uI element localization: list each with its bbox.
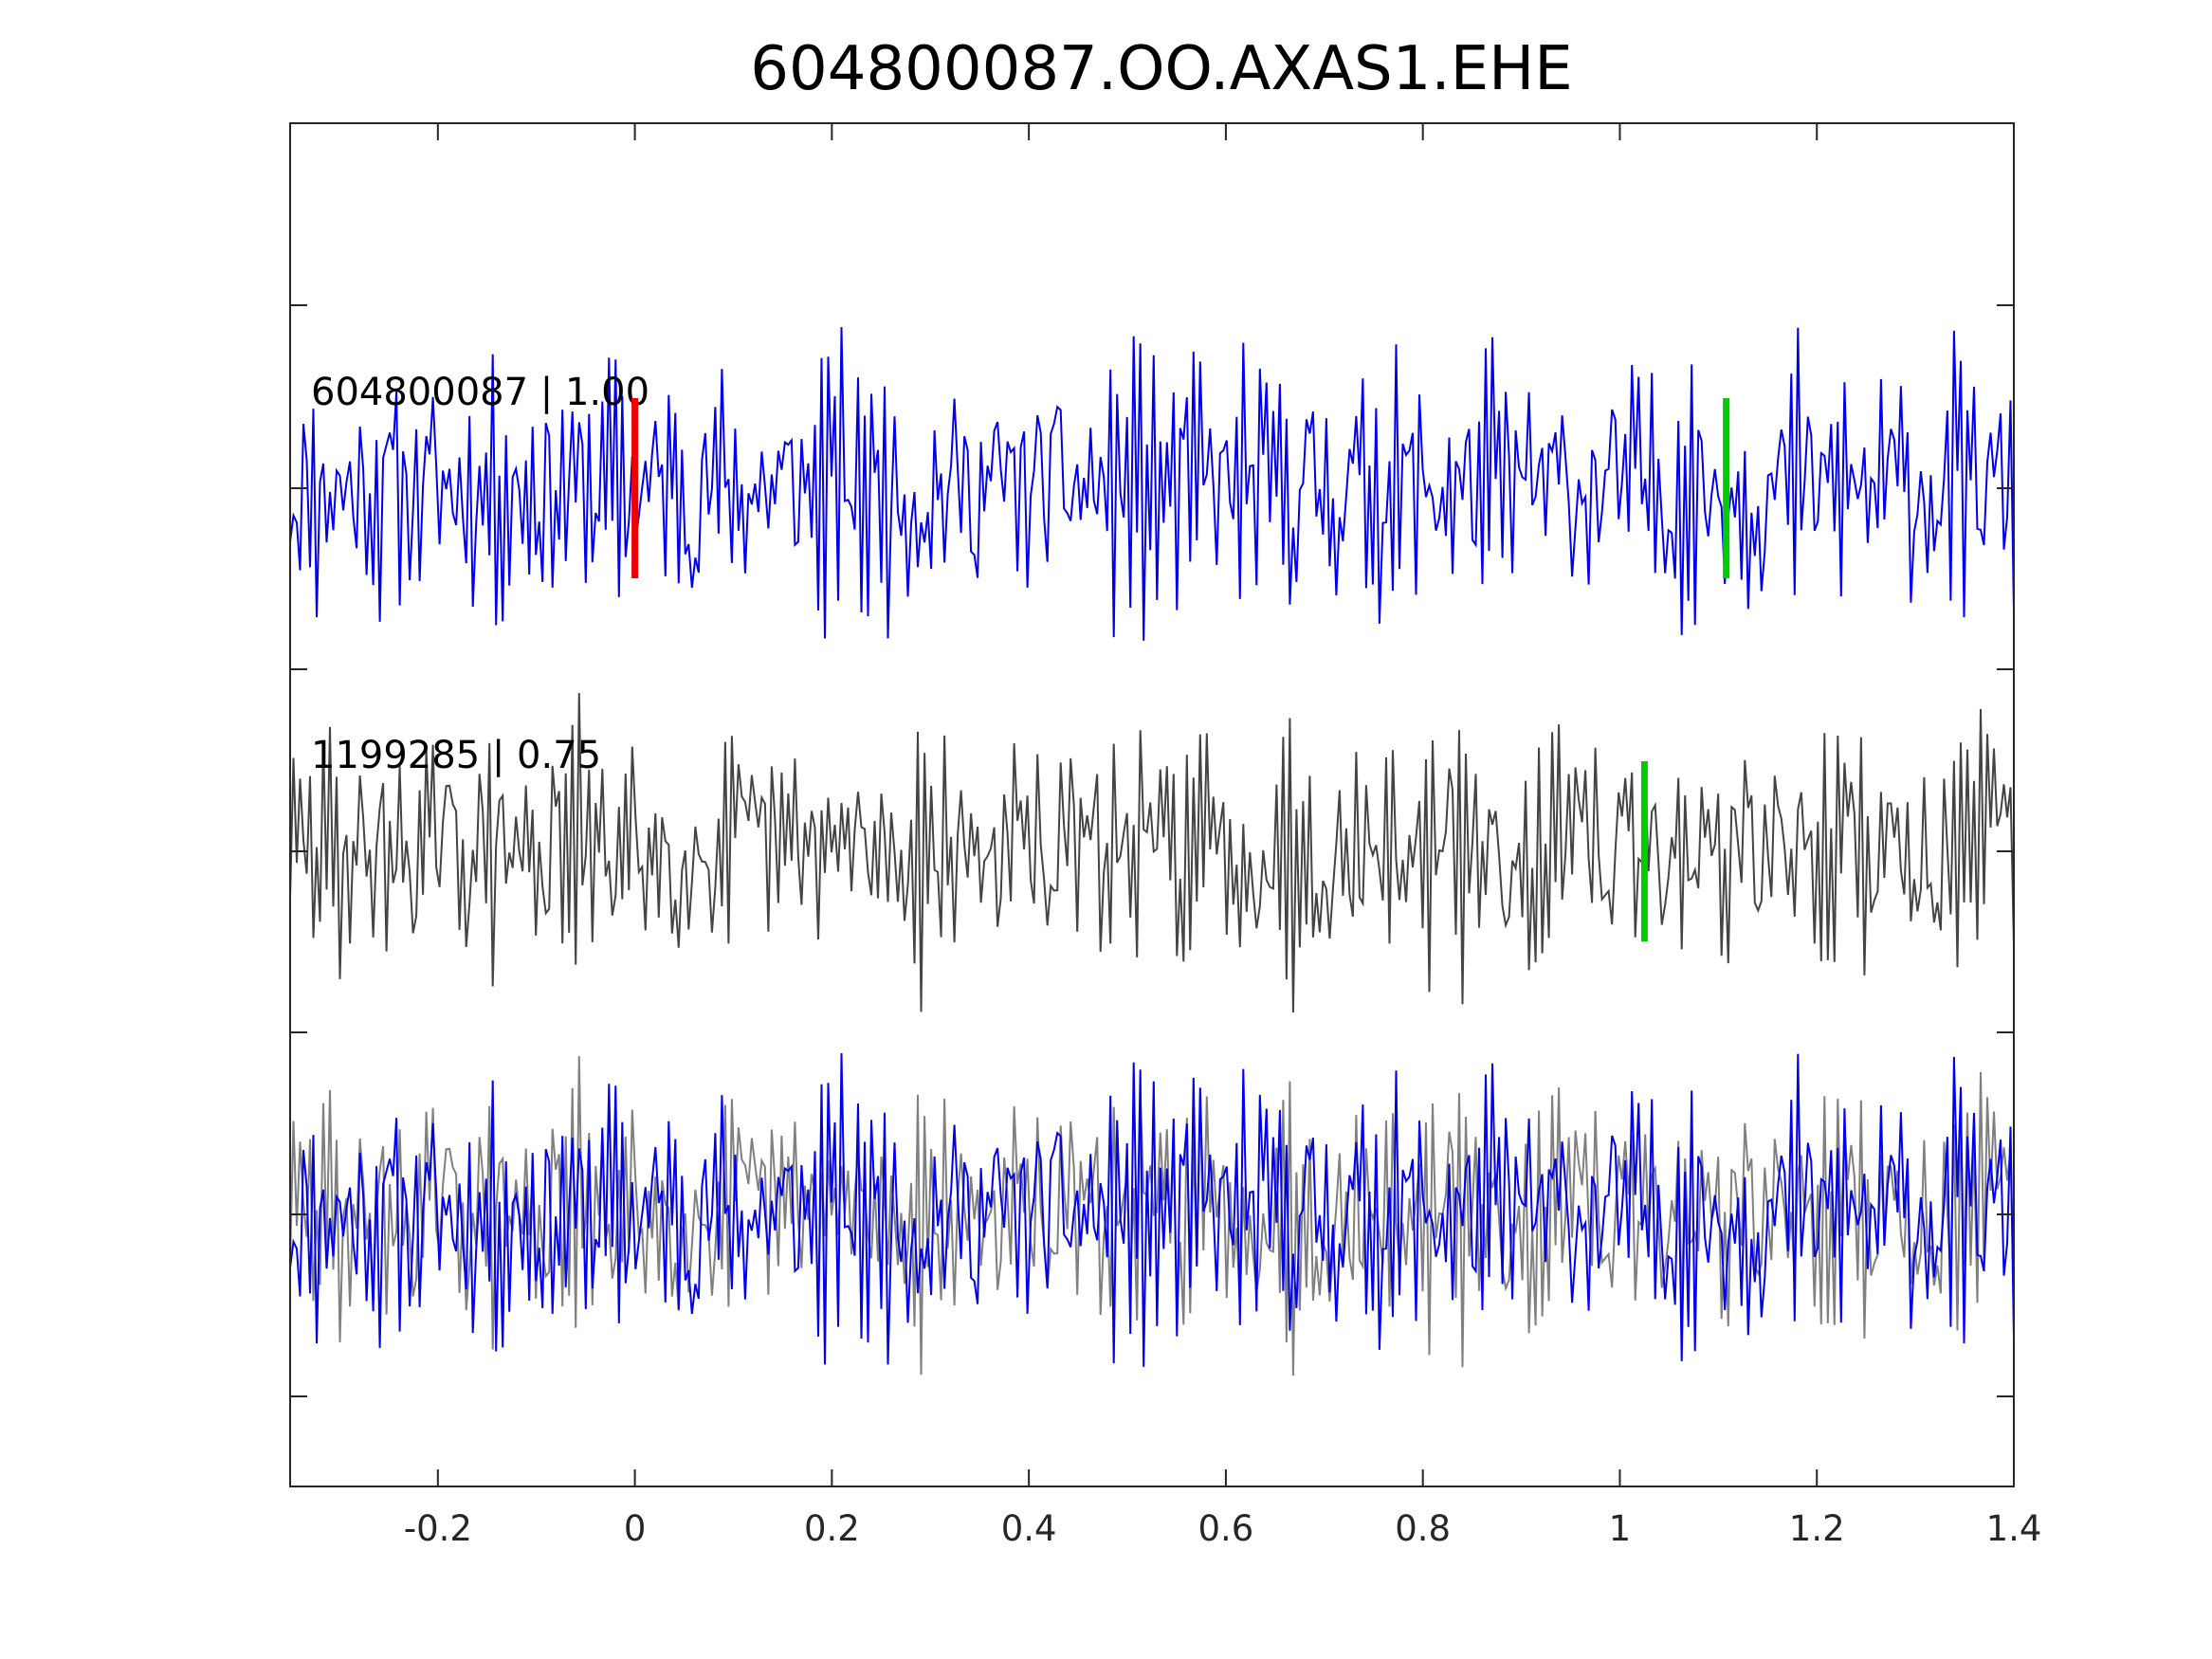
chart-title: 604800087.OO.AXAS1.EHE	[750, 34, 1572, 104]
overlay-trace-primary	[289, 1052, 2015, 1367]
x-tick-label: 0.6	[1197, 1508, 1253, 1549]
x-tick-label: 1	[1609, 1508, 1632, 1549]
x-tick-label: 1.4	[1986, 1508, 2042, 1549]
x-tick-label: 0.4	[1001, 1508, 1057, 1549]
x-tick-labels: -0.2 0 0.2 0.4 0.6 0.8 1 1.2 1.4	[404, 1508, 2042, 1549]
trace-label-2: 1199285 | 0.75	[311, 734, 601, 777]
x-tick-label: -0.2	[404, 1508, 472, 1549]
x-tick-label: 0	[624, 1508, 647, 1549]
x-tick-label: 0.8	[1395, 1508, 1451, 1549]
x-tick-label: 1.2	[1789, 1508, 1845, 1549]
x-tick-label: 0.2	[804, 1508, 860, 1549]
axes-frame	[289, 122, 2015, 1487]
plot-area: 604800087 | 1.00 1199285 | 0.75	[289, 326, 2015, 1376]
trace-line-2	[289, 693, 2015, 1013]
trace-label-1: 604800087 | 1.00	[311, 371, 649, 414]
axis-ticks	[290, 123, 2015, 1486]
